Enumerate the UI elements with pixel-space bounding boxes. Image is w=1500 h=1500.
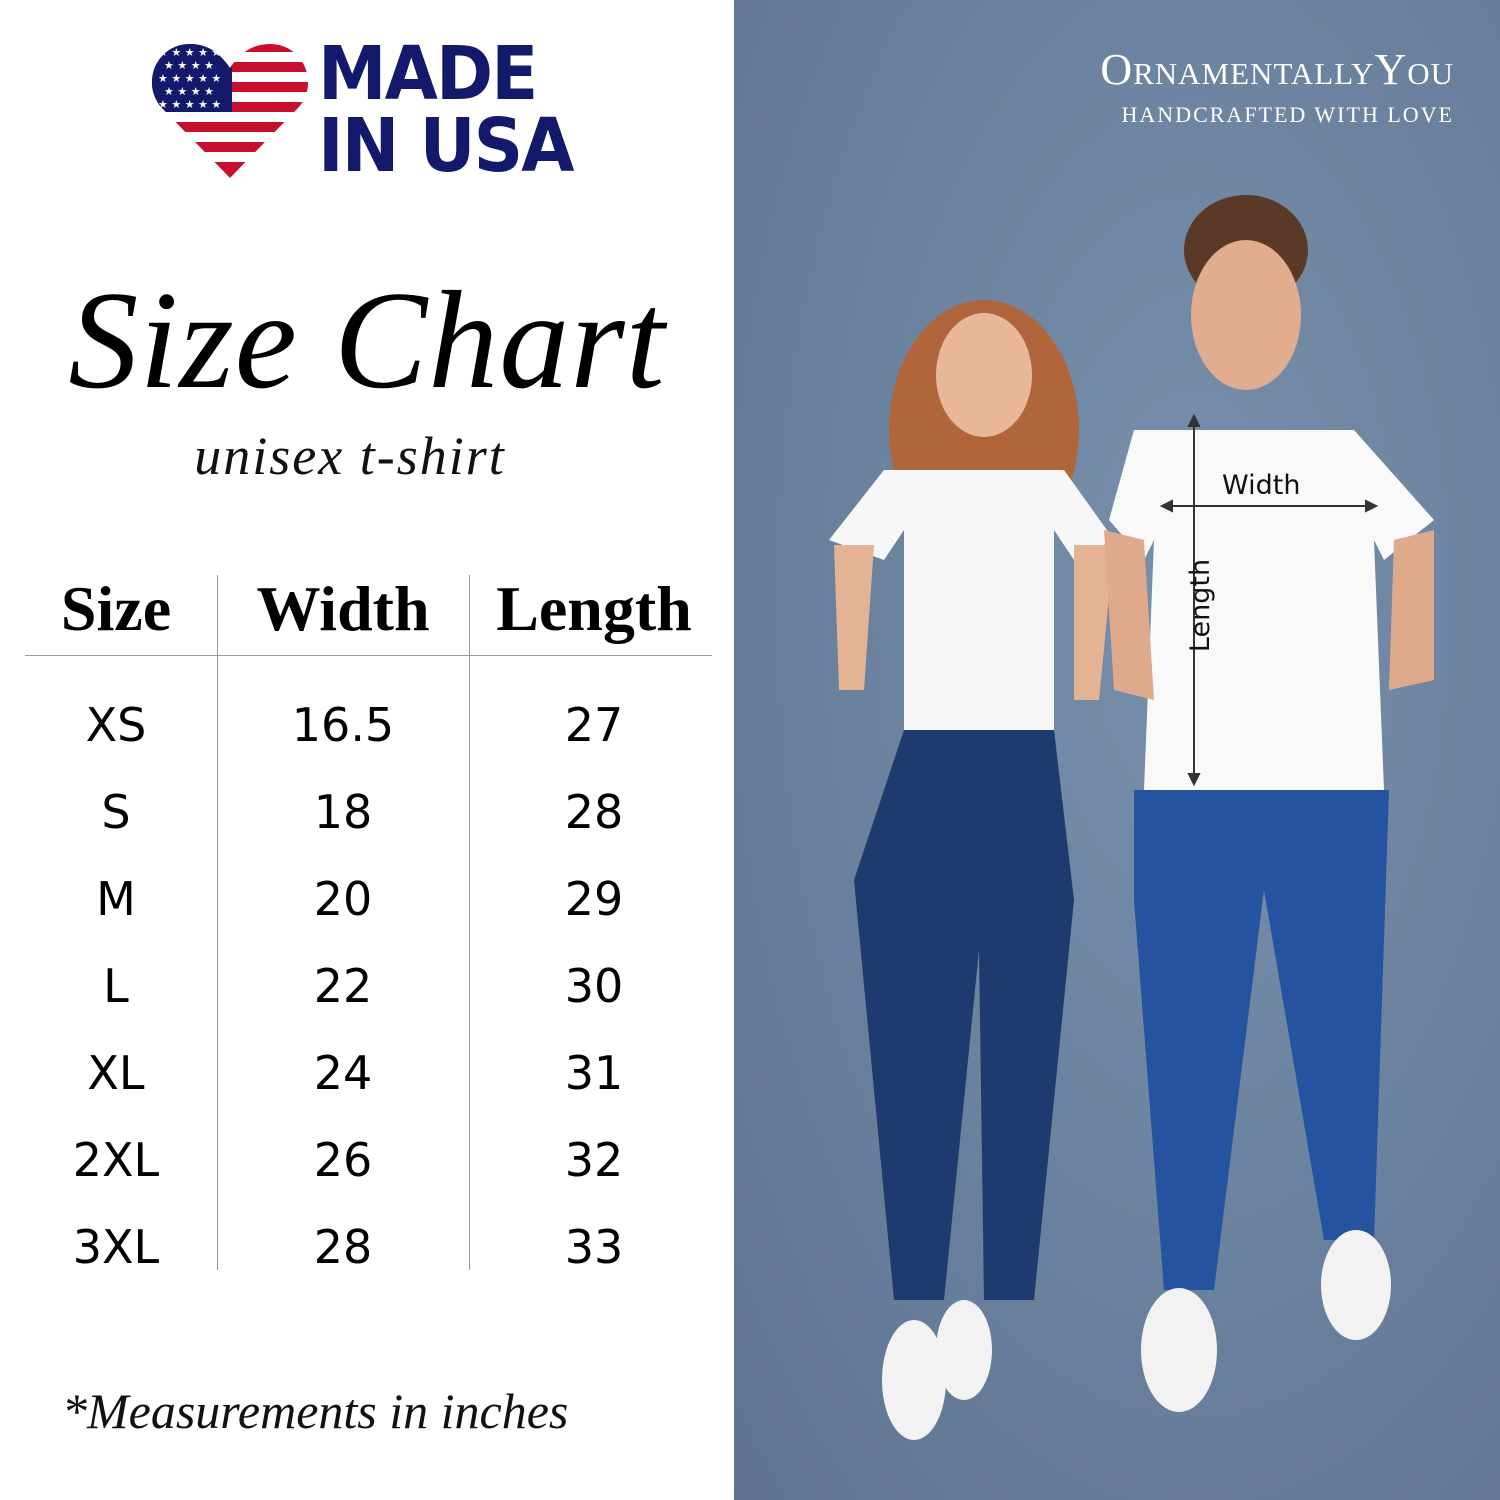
made-in-usa-logo: MADE IN USA: [318, 31, 575, 189]
width-label: Width: [1222, 470, 1301, 501]
us-flag-heart-icon: ★ ★ ★ ★ ★★ ★ ★ ★★ ★ ★ ★ ★★ ★ ★ ★★ ★ ★ ★ …: [152, 44, 308, 178]
svg-text:★ ★ ★ ★: ★ ★ ★ ★: [164, 59, 214, 72]
column-divider: [217, 575, 218, 1270]
brand-logo: OrnamentallyYou: [1100, 45, 1454, 94]
size-cell: 2XL: [72, 1133, 160, 1187]
brand-tagline: HANDCRAFTED WITH LOVE: [1121, 102, 1454, 127]
page-title: Size Chart: [68, 263, 666, 418]
header-divider: [25, 655, 712, 656]
models-illustration: [829, 195, 1434, 1440]
size-cell: S: [101, 785, 131, 839]
width-cell: 26: [313, 1133, 373, 1187]
width-cell: 16.5: [291, 698, 395, 752]
svg-text:★ ★ ★ ★: ★ ★ ★ ★: [164, 85, 214, 98]
size-cell: XS: [85, 698, 147, 752]
width-cell: 22: [313, 959, 373, 1013]
man-face: [1191, 240, 1301, 390]
svg-text:★ ★ ★ ★ ★: ★ ★ ★ ★ ★: [158, 98, 221, 111]
length-label: Length: [1185, 558, 1217, 653]
header-length: Length: [496, 573, 692, 644]
width-cell: 20: [313, 872, 373, 926]
page-subtitle: unisex t-shirt: [194, 426, 506, 486]
size-cell: M: [96, 872, 136, 926]
woman-jeans: [854, 730, 1074, 1300]
length-cell: 27: [564, 698, 624, 752]
size-chart-panel: ★ ★ ★ ★ ★ ★ ★ ★ ★ ★ ★ ★ ★ ★ ★ ★ ★ ★ ★ ★ ★ ★ …: [0, 0, 734, 1500]
size-cell: 3XL: [72, 1220, 160, 1274]
column-divider: [469, 575, 470, 1270]
width-cell: 24: [313, 1046, 373, 1100]
footnote: *Measurements in inches: [62, 1383, 569, 1439]
width-cell: 18: [313, 785, 373, 839]
size-cell: XL: [87, 1046, 145, 1100]
header-width: Width: [256, 573, 430, 644]
svg-text:★ ★ ★ ★ ★: ★ ★ ★ ★ ★: [158, 72, 221, 85]
length-cell: 32: [564, 1133, 624, 1187]
width-cell: 28: [313, 1220, 373, 1274]
badge-line2: IN USA: [318, 103, 575, 189]
length-arrow-icon: [1187, 413, 1201, 787]
length-cell: 33: [564, 1220, 624, 1274]
woman-face: [936, 313, 1032, 437]
size-cell: L: [103, 959, 129, 1013]
woman-shirt: [829, 470, 1114, 740]
man-jeans: [1134, 790, 1389, 1290]
length-cell: 29: [564, 872, 624, 926]
model-photo: OrnamentallyYou HANDCRAFTED WITH LOVE Wi…: [734, 0, 1500, 1500]
svg-text:★ ★ ★ ★ ★: ★ ★ ★ ★ ★: [158, 46, 221, 59]
length-cell: 28: [564, 785, 624, 839]
length-cell: 30: [564, 959, 624, 1013]
badge-line1: MADE: [318, 31, 538, 117]
width-arrow-icon: [1159, 499, 1379, 513]
header-size: Size: [60, 573, 172, 644]
length-cell: 31: [564, 1046, 624, 1100]
man-shirt: [1109, 430, 1434, 790]
